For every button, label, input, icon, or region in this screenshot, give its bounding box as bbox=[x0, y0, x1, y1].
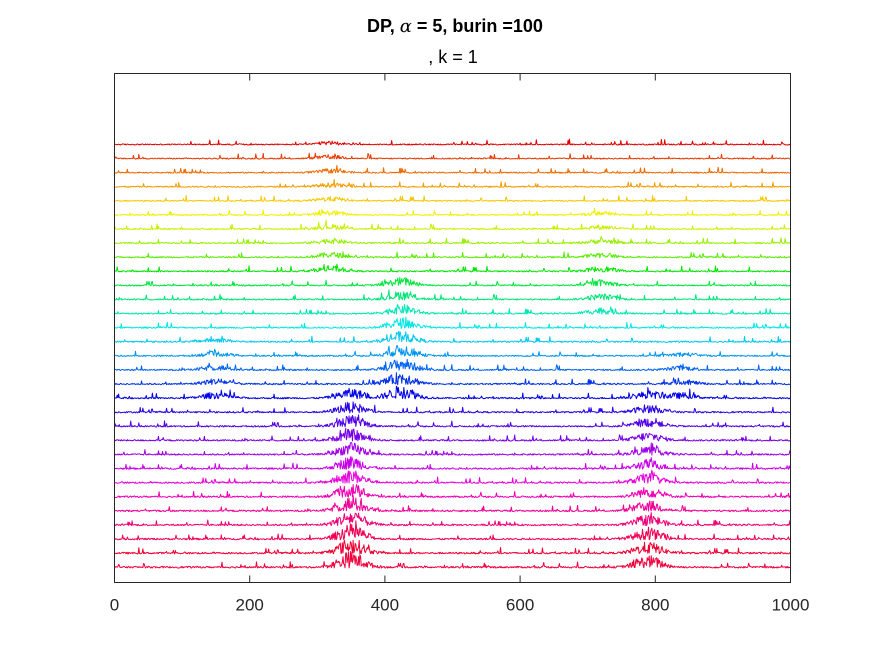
x-tick-label: 800 bbox=[641, 596, 669, 615]
title-burnin: , burin =100 bbox=[442, 16, 543, 36]
series-line-4 bbox=[114, 178, 791, 188]
series-line-5 bbox=[114, 194, 791, 202]
axes-box bbox=[114, 73, 791, 583]
series-line-3 bbox=[114, 164, 791, 174]
x-tick-label: 1000 bbox=[772, 596, 810, 615]
x-axis-ticks: 0 200 400 600 800 1000 bbox=[110, 73, 810, 615]
series-line-10 bbox=[114, 263, 791, 273]
chart-subtitle: , k = 1 bbox=[428, 47, 478, 67]
series-line-8 bbox=[114, 235, 791, 245]
plot-area bbox=[114, 138, 791, 569]
series-line-14 bbox=[114, 316, 791, 329]
series-line-30 bbox=[114, 539, 791, 555]
series-line-6 bbox=[114, 208, 791, 216]
series-line-18 bbox=[114, 372, 791, 386]
x-tick-label: 600 bbox=[506, 596, 534, 615]
series-line-9 bbox=[114, 251, 791, 259]
series-line-28 bbox=[114, 512, 791, 527]
x-tick-label: 0 bbox=[110, 596, 119, 615]
series-line-25 bbox=[114, 469, 791, 484]
series-line-11 bbox=[114, 277, 791, 287]
chart-title: DP, α = 5, burin =100 bbox=[367, 16, 543, 37]
series-line-7 bbox=[114, 219, 791, 231]
series-line-31 bbox=[114, 550, 791, 569]
series-line-17 bbox=[114, 358, 791, 372]
series-line-19 bbox=[114, 385, 791, 400]
series-line-22 bbox=[114, 427, 791, 442]
series-line-2 bbox=[114, 152, 791, 160]
series-line-1 bbox=[114, 138, 791, 146]
title-prefix: DP, bbox=[367, 16, 400, 36]
x-tick-label: 400 bbox=[371, 596, 399, 615]
series-line-12 bbox=[114, 289, 791, 301]
series-line-20 bbox=[114, 401, 791, 414]
series-line-23 bbox=[114, 442, 791, 456]
series-line-13 bbox=[114, 303, 791, 315]
title-alpha-symbol: α bbox=[400, 16, 412, 37]
series-line-27 bbox=[114, 494, 791, 513]
series-line-15 bbox=[114, 330, 791, 343]
title-alpha-value: = 5 bbox=[412, 16, 443, 36]
series-line-21 bbox=[114, 414, 791, 428]
series-line-29 bbox=[114, 520, 791, 541]
series-line-16 bbox=[114, 344, 791, 357]
x-tick-label: 200 bbox=[236, 596, 264, 615]
series-line-26 bbox=[114, 484, 791, 498]
series-line-24 bbox=[114, 456, 791, 470]
